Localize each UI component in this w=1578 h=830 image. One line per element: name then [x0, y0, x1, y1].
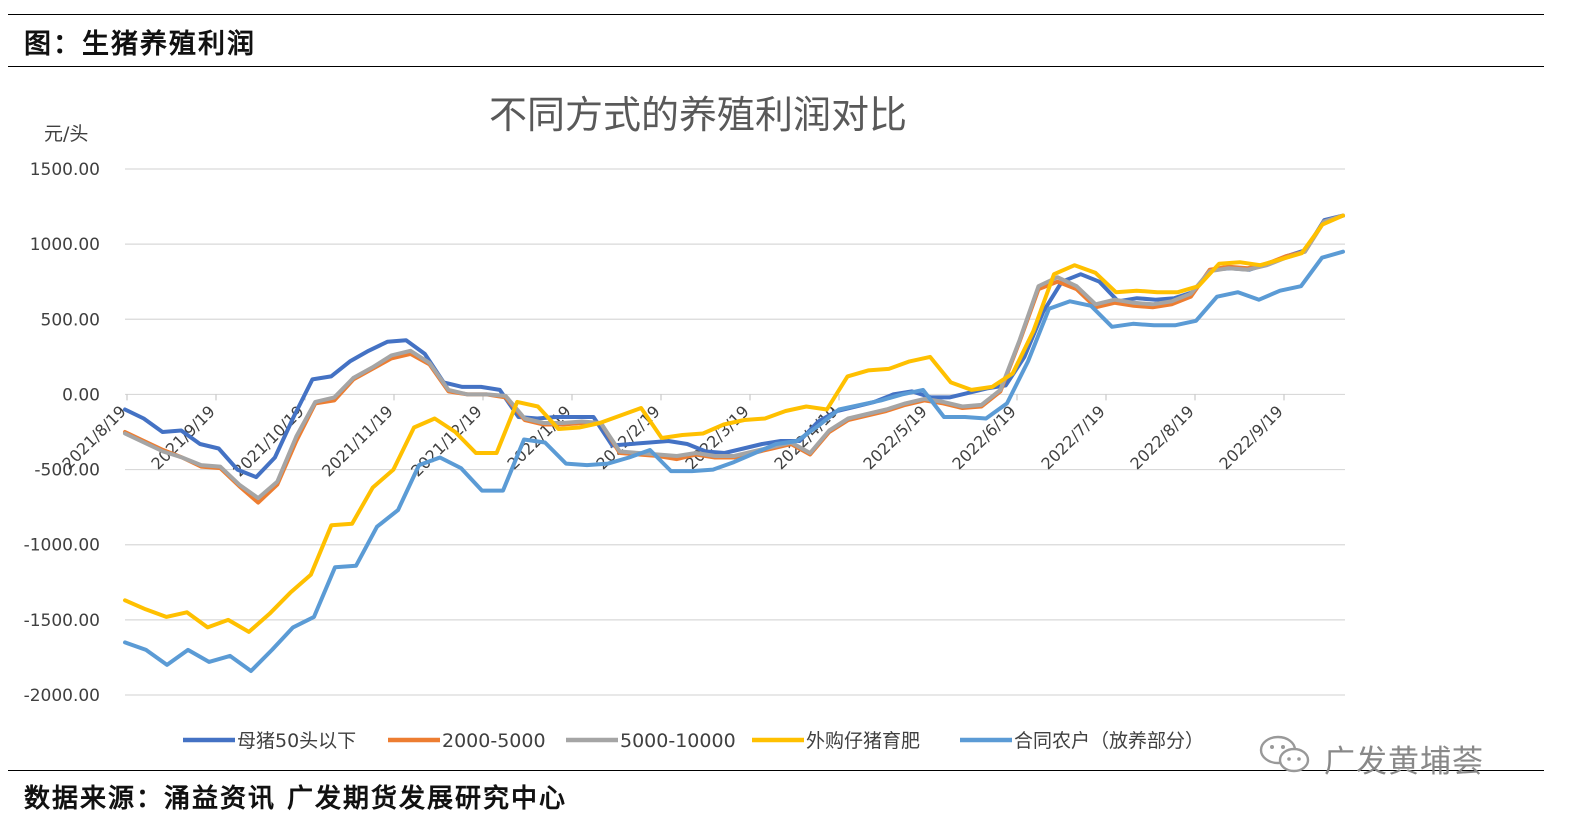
- legend-label: 合同农户（放养部分）: [1014, 730, 1204, 752]
- y-tick-label: -500.00: [34, 461, 100, 481]
- chart-title: 不同方式的养殖利润对比: [489, 93, 907, 137]
- x-tick-label: 2021/9/19: [147, 402, 218, 473]
- y-tick-label: 500.00: [41, 310, 100, 330]
- legend: 母猪50头以下 2000-5000 5000-10000 外购仔猪育肥 合同农户（放养部…: [183, 730, 1204, 752]
- series-lines: [123, 213, 1345, 673]
- legend-label: 2000-5000: [442, 730, 546, 752]
- gridlines: [125, 168, 1345, 696]
- legend-label: 5000-10000: [620, 730, 736, 752]
- line-chart: 不同方式的养殖利润对比 元/头 1500.00 1000.00 500.00 0.00…: [24, 93, 1345, 752]
- title-rule: [8, 66, 1544, 67]
- y-tick-label: 1000.00: [30, 235, 100, 255]
- watermark-text: 广发黄埔荟: [1324, 744, 1484, 780]
- legend-label: 外购仔猪育肥: [806, 730, 920, 752]
- series-line: [123, 249, 1345, 673]
- x-tick-label: 2022/8/19: [1126, 402, 1197, 473]
- y-tick-label: 0.00: [62, 385, 100, 405]
- series-line: [123, 213, 1345, 505]
- series-line: [123, 213, 1345, 634]
- x-tick-label: 2022/9/19: [1215, 402, 1286, 473]
- x-tick-label: 2022/7/19: [1037, 402, 1108, 473]
- y-tick-label: -1000.00: [24, 536, 100, 556]
- x-tick-label: 2022/6/19: [948, 402, 1019, 473]
- x-tick-label: 2021/11/19: [318, 402, 397, 481]
- y-tick-label: -2000.00: [24, 686, 100, 706]
- y-axis-label: 元/头: [44, 123, 88, 145]
- top-rule: [8, 14, 1544, 15]
- series-line: [123, 213, 1345, 480]
- series-line: [123, 213, 1345, 501]
- y-tick-labels: 1500.00 1000.00 500.00 0.00 -500.00 -1000.00 -…: [24, 160, 100, 706]
- x-tick-label: 2022/3/19: [681, 402, 752, 473]
- bottom-rule: [8, 770, 1544, 771]
- figure-title: 图：生猪养殖利润: [24, 29, 256, 60]
- y-tick-label: -1500.00: [24, 611, 100, 631]
- legend-label: 母猪50头以下: [237, 730, 356, 752]
- y-tick-label: 1500.00: [30, 160, 100, 180]
- data-source: 数据来源：涌益资讯 广发期货发展研究中心: [24, 784, 568, 814]
- wechat-icon: [1259, 735, 1310, 773]
